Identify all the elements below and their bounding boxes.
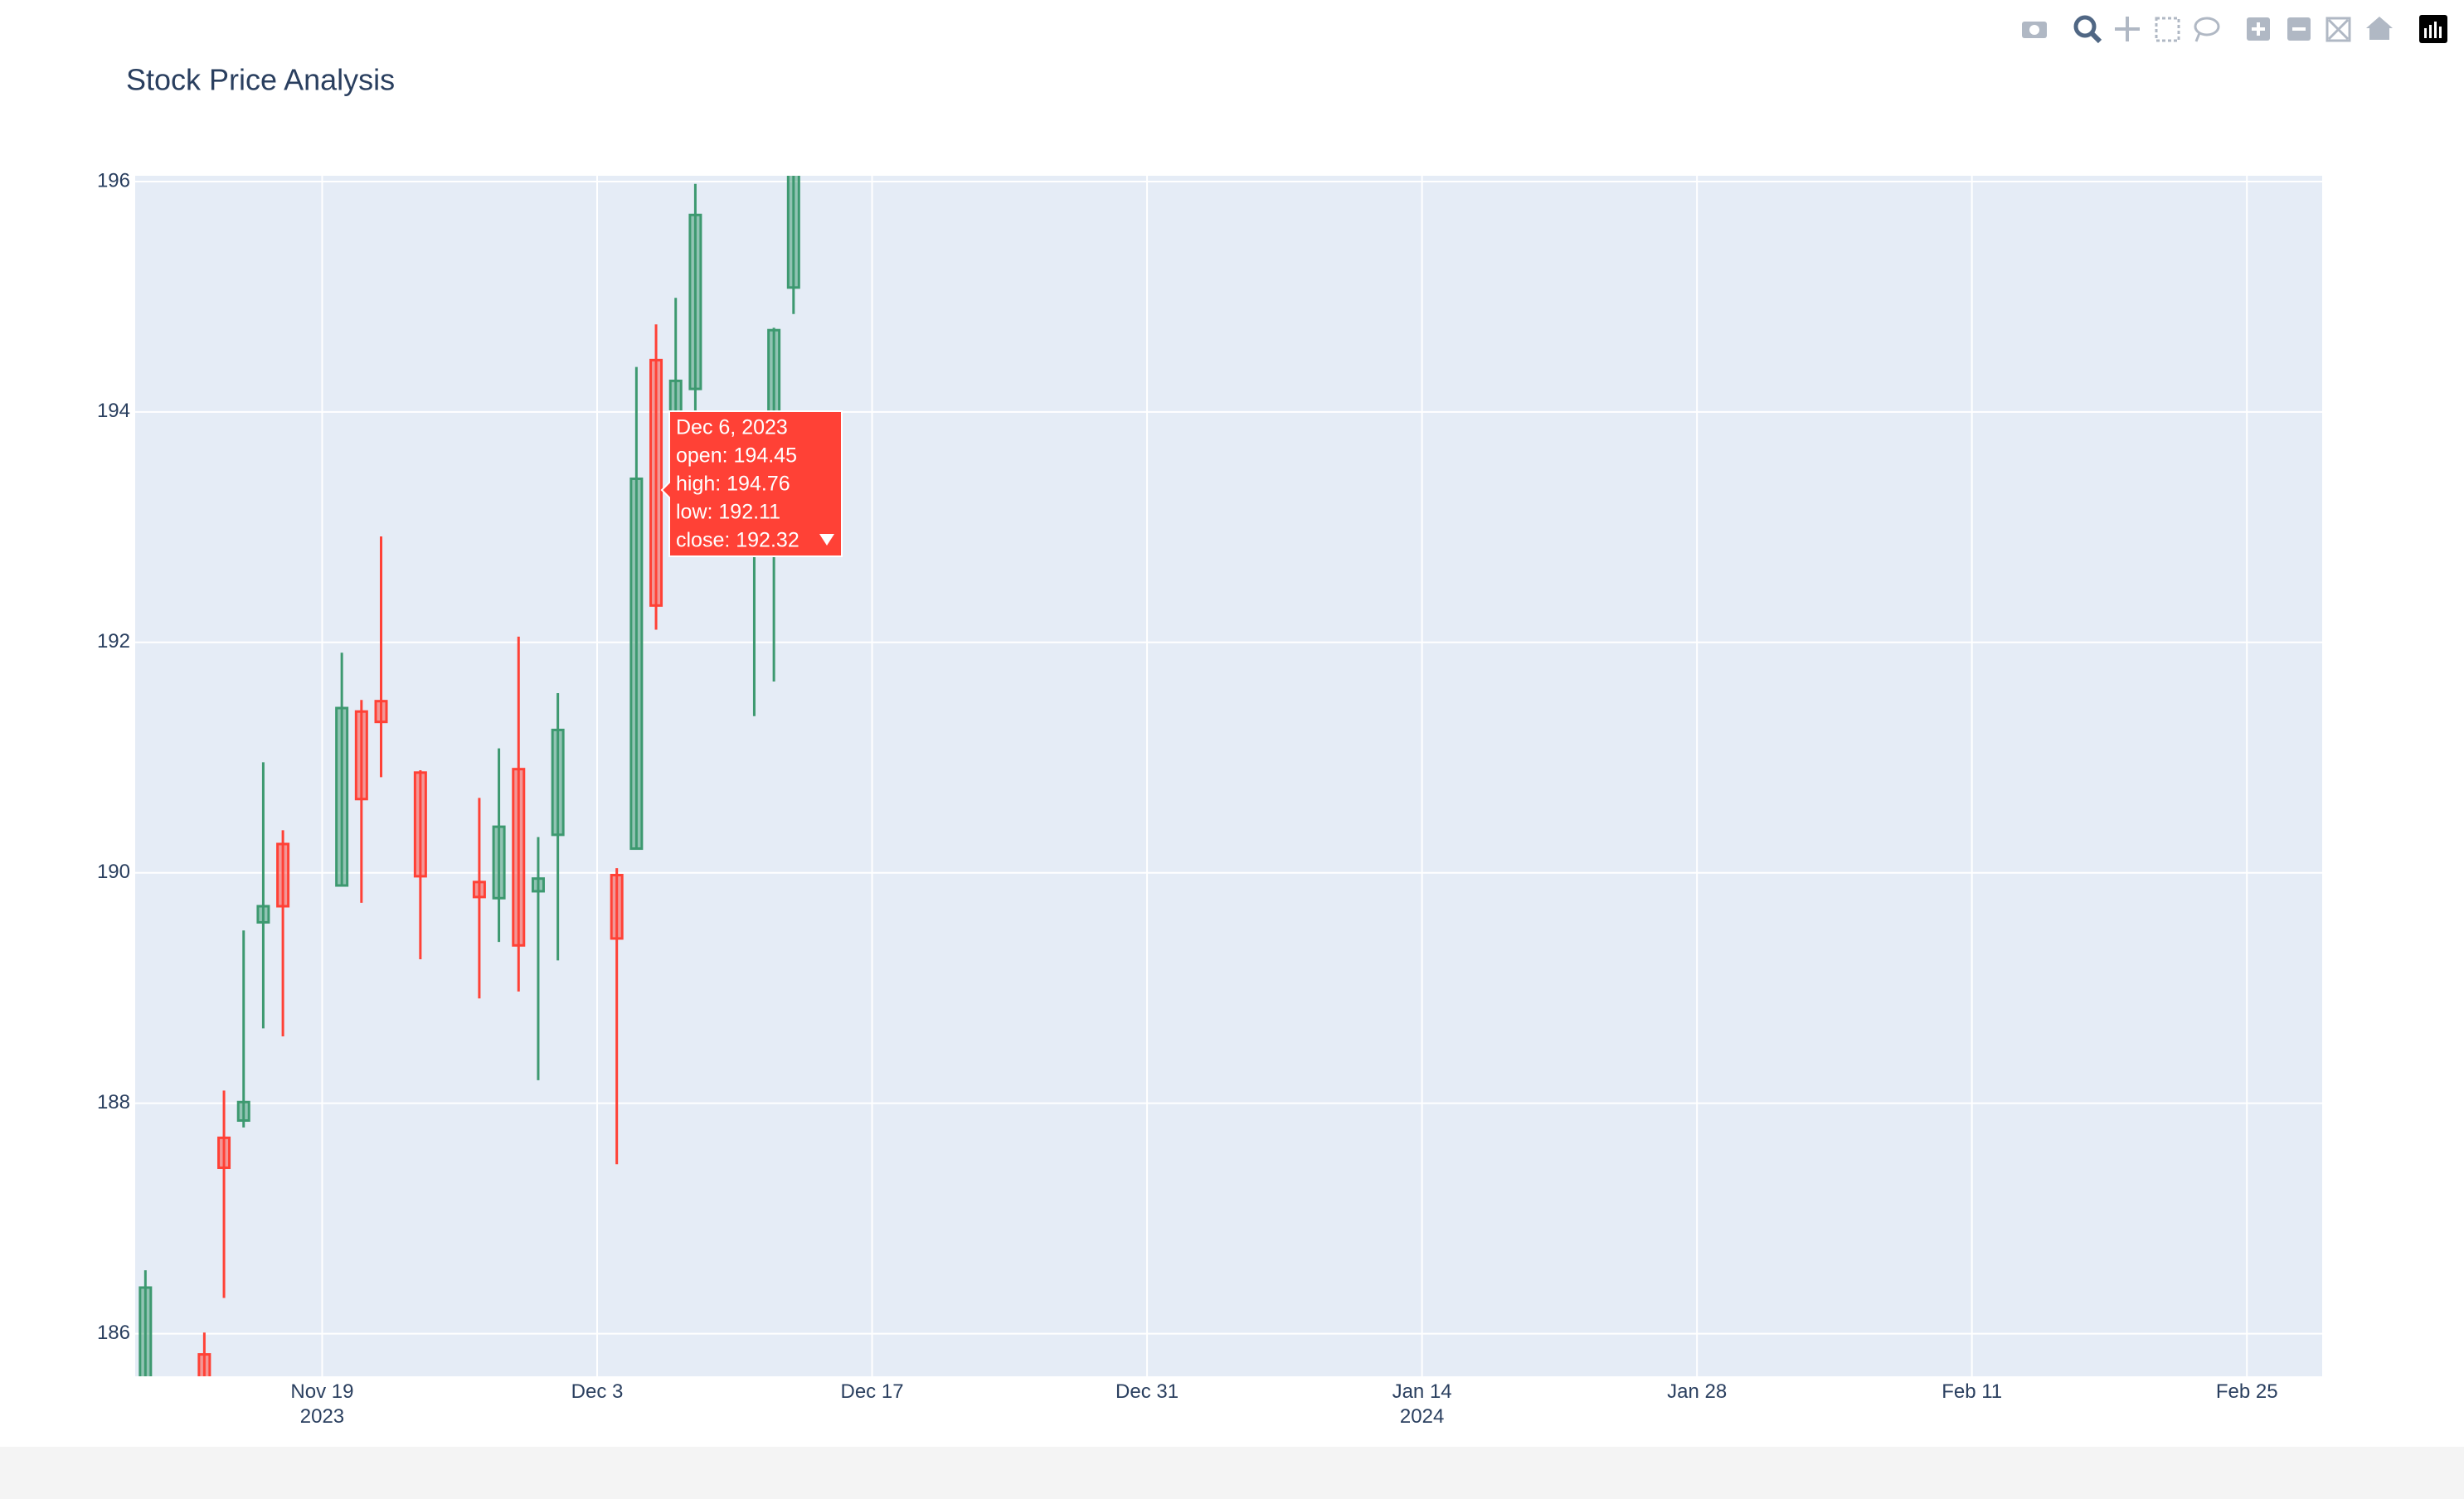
candle-body: [551, 728, 565, 837]
plotly-logo[interactable]: [2419, 15, 2447, 43]
chart-title: Stock Price Analysis: [126, 63, 395, 97]
x-tick-label: Dec 3: [571, 1380, 624, 1403]
y-tick-label: 194: [97, 400, 130, 422]
candle-body: [236, 1100, 250, 1123]
candle-body: [512, 768, 526, 947]
candle-body: [354, 710, 368, 801]
tooltip-title: Dec 6, 2023: [676, 416, 788, 439]
lasso-button[interactable]: [2194, 17, 2220, 42]
x-tick-label: Jan 14 2024: [1392, 1380, 1452, 1428]
y-tick-label: 190: [97, 861, 130, 883]
candle-body: [786, 176, 800, 289]
x-tick-label: Feb 11: [1942, 1380, 2003, 1403]
y-tick-label: 192: [97, 630, 130, 652]
plot-area: [135, 176, 2322, 1376]
y-tick-label: 196: [97, 169, 130, 192]
y-tick-label: 186: [97, 1322, 130, 1344]
x-tick-label: Jan 28: [1667, 1380, 1728, 1403]
modebar: [2022, 15, 2447, 44]
tooltip-box: [660, 410, 843, 557]
bottom-band: [0, 1447, 2464, 1499]
tooltip-arrow: [819, 534, 834, 546]
pan-button[interactable]: [2115, 17, 2140, 41]
candle-body: [472, 880, 486, 899]
tooltip-line: high: 194.76: [676, 473, 790, 496]
box-select-button[interactable]: [2155, 17, 2180, 42]
tooltip-line: close: 192.32: [676, 529, 799, 552]
autoscale-button[interactable]: [2325, 17, 2351, 42]
candle-body: [374, 700, 388, 724]
x-tick-label: Dec 17: [840, 1380, 904, 1403]
candle-body: [197, 1353, 211, 1376]
zoom-button[interactable]: [2073, 15, 2102, 44]
candle-body: [629, 477, 644, 851]
candle-body: [492, 825, 506, 900]
zoom-out-button[interactable]: [2287, 17, 2311, 41]
candle-body: [413, 771, 427, 878]
reset-button[interactable]: [2366, 17, 2393, 40]
camera-button[interactable]: [2022, 22, 2047, 38]
tooltip-line: open: 194.45: [676, 444, 797, 468]
y-tick-label: 188: [97, 1091, 130, 1113]
tooltip: Dec 6, 2023 open: 194.45 high: 194.76 low: …: [660, 410, 843, 557]
zoom-in-button[interactable]: [2247, 17, 2270, 41]
candle-body: [256, 905, 270, 924]
x-tick-label: Dec 31: [1115, 1380, 1179, 1403]
candle-body: [688, 213, 702, 391]
x-tick-label: Nov 19 2023: [290, 1380, 354, 1428]
candle-body: [610, 874, 624, 940]
candle-body: [649, 358, 663, 607]
x-tick-label: Feb 25: [2215, 1380, 2278, 1403]
candle-body: [531, 877, 545, 893]
tooltip-line: low: 192.11: [676, 501, 780, 524]
candle-body: [139, 1286, 153, 1376]
candle-body: [217, 1136, 231, 1169]
candle-body: [276, 842, 290, 908]
candle-body: [335, 706, 349, 887]
